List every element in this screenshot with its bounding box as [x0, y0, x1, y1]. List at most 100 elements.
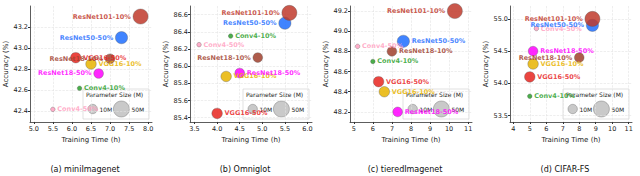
svg-text:ResNet18-10%: ResNet18-10%	[518, 53, 573, 62]
svg-text:48.8: 48.8	[334, 47, 348, 55]
svg-text:86.0: 86.0	[174, 62, 188, 70]
svg-text:6: 6	[371, 125, 375, 133]
svg-text:7: 7	[390, 125, 394, 133]
svg-text:VGG16-10%: VGG16-10%	[98, 60, 142, 68]
svg-text:Conv4-50%: Conv4-50%	[204, 41, 245, 49]
svg-text:Training Time (h): Training Time (h)	[380, 136, 440, 144]
svg-text:Training Time (h): Training Time (h)	[540, 136, 600, 144]
svg-text:ResNet101-10%: ResNet101-10%	[525, 15, 584, 23]
svg-text:ResNet18-50%: ResNet18-50%	[247, 69, 301, 77]
svg-text:VGG16-50%: VGG16-50%	[225, 109, 268, 117]
svg-text:86.2: 86.2	[174, 45, 188, 53]
svg-text:5: 5	[528, 125, 532, 133]
svg-text:7.5: 7.5	[124, 125, 134, 133]
svg-text:50M: 50M	[291, 106, 304, 113]
svg-text:86.4: 86.4	[174, 28, 188, 36]
svg-text:VGG16-50%: VGG16-50%	[537, 73, 580, 81]
svg-text:85.8: 85.8	[174, 79, 188, 87]
svg-text:VGG16-50%: VGG16-50%	[386, 78, 429, 86]
svg-text:Accuracy (%): Accuracy (%)	[482, 41, 490, 88]
svg-text:50M: 50M	[131, 105, 145, 113]
svg-text:9: 9	[428, 125, 432, 133]
svg-text:Parameter Size (M): Parameter Size (M)	[566, 90, 624, 98]
svg-text:5.0: 5.0	[29, 125, 39, 133]
svg-text:VGG16-10%: VGG16-10%	[392, 88, 435, 96]
svg-text:55.0: 55.0	[494, 15, 508, 23]
svg-text:49.2: 49.2	[334, 7, 348, 15]
svg-text:48.6: 48.6	[334, 68, 348, 76]
svg-text:(a) miniImagenet: (a) miniImagenet	[50, 165, 119, 174]
svg-text:ResNet101-10%: ResNet101-10%	[222, 9, 281, 17]
svg-text:8.0: 8.0	[143, 125, 153, 133]
svg-text:86.6: 86.6	[174, 11, 188, 19]
svg-text:(d) CIFAR-FS: (d) CIFAR-FS	[541, 165, 590, 174]
svg-text:Conv4-10%: Conv4-10%	[534, 92, 575, 100]
svg-text:49.0: 49.0	[334, 27, 348, 35]
svg-text:7: 7	[561, 125, 565, 133]
svg-text:54.5: 54.5	[494, 47, 508, 55]
svg-text:48.2: 48.2	[334, 108, 348, 116]
svg-text:Parameter Size (M): Parameter Size (M)	[246, 91, 303, 98]
svg-text:8: 8	[409, 125, 413, 133]
svg-text:42.6: 42.6	[14, 86, 28, 94]
svg-text:43.2: 43.2	[14, 23, 28, 31]
svg-text:ResNet18-10%: ResNet18-10%	[49, 55, 103, 63]
svg-text:42.8: 42.8	[14, 65, 28, 73]
svg-text:Conv4-10%: Conv4-10%	[84, 84, 125, 92]
svg-text:Accuracy (%): Accuracy (%)	[322, 41, 330, 88]
svg-text:42.4: 42.4	[14, 107, 28, 115]
svg-text:4.5: 4.5	[235, 125, 245, 133]
svg-text:85.6: 85.6	[174, 97, 188, 105]
svg-text:Accuracy (%): Accuracy (%)	[162, 41, 170, 88]
svg-text:Accuracy (%): Accuracy (%)	[2, 41, 10, 88]
svg-text:48.4: 48.4	[334, 88, 348, 96]
svg-text:Conv4-10%: Conv4-10%	[377, 57, 418, 65]
svg-text:6: 6	[544, 125, 548, 133]
svg-text:ResNet50-50%: ResNet50-50%	[412, 37, 466, 45]
svg-text:ResNet18-50%: ResNet18-50%	[38, 69, 92, 77]
svg-text:ResNet101-10%: ResNet101-10%	[387, 7, 446, 15]
svg-text:ResNet18-10%: ResNet18-10%	[399, 47, 453, 55]
svg-text:54.0: 54.0	[494, 79, 508, 87]
svg-text:ResNet18-10%: ResNet18-10%	[197, 54, 251, 62]
svg-text:4.0: 4.0	[212, 125, 222, 133]
svg-text:3.5: 3.5	[189, 125, 199, 133]
svg-text:10M: 10M	[99, 105, 113, 113]
svg-text:(c) tieredImagenet: (c) tieredImagenet	[368, 165, 443, 174]
svg-text:5.0: 5.0	[257, 125, 267, 133]
svg-text:ResNet18-50%: ResNet18-50%	[405, 108, 459, 116]
svg-text:10M: 10M	[579, 106, 592, 113]
svg-text:Conv4-10%: Conv4-10%	[235, 32, 276, 40]
svg-text:VGG16-10%: VGG16-10%	[540, 60, 584, 68]
svg-text:8: 8	[577, 125, 581, 133]
svg-text:6.5: 6.5	[86, 125, 96, 133]
svg-text:11: 11	[625, 125, 633, 133]
svg-text:ResNet50-50%: ResNet50-50%	[223, 19, 277, 27]
svg-text:ResNet50-50%: ResNet50-50%	[530, 21, 585, 30]
svg-text:ResNet18-50%: ResNet18-50%	[540, 47, 594, 55]
svg-text:10: 10	[445, 125, 453, 133]
svg-text:6.0: 6.0	[67, 125, 77, 133]
svg-text:6.0: 6.0	[302, 125, 312, 133]
svg-text:ResNet50-50%: ResNet50-50%	[60, 34, 114, 42]
svg-text:Conv4-50%: Conv4-50%	[362, 42, 403, 50]
svg-text:VGG16-50%: VGG16-50%	[83, 53, 127, 62]
svg-text:Parameter Size (M): Parameter Size (M)	[86, 90, 144, 98]
svg-text:7.0: 7.0	[105, 125, 115, 133]
svg-text:9: 9	[594, 125, 598, 133]
svg-text:4: 4	[511, 125, 515, 133]
svg-text:5: 5	[352, 125, 356, 133]
svg-text:10: 10	[608, 125, 616, 133]
svg-text:50M: 50M	[611, 106, 624, 113]
svg-text:43.0: 43.0	[14, 44, 28, 52]
svg-text:ResNet101-10%: ResNet101-10%	[73, 13, 132, 21]
svg-text:(b) Omniglot: (b) Omniglot	[220, 165, 271, 174]
svg-text:5.5: 5.5	[280, 125, 290, 133]
svg-text:Conv4-50%: Conv4-50%	[57, 105, 98, 113]
svg-text:11: 11	[464, 125, 472, 133]
svg-text:5.5: 5.5	[48, 125, 58, 133]
svg-text:53.5: 53.5	[494, 112, 508, 120]
svg-text:Training Time (h): Training Time (h)	[60, 136, 120, 144]
svg-text:Training Time (h): Training Time (h)	[220, 136, 280, 144]
svg-text:85.4: 85.4	[174, 114, 188, 122]
